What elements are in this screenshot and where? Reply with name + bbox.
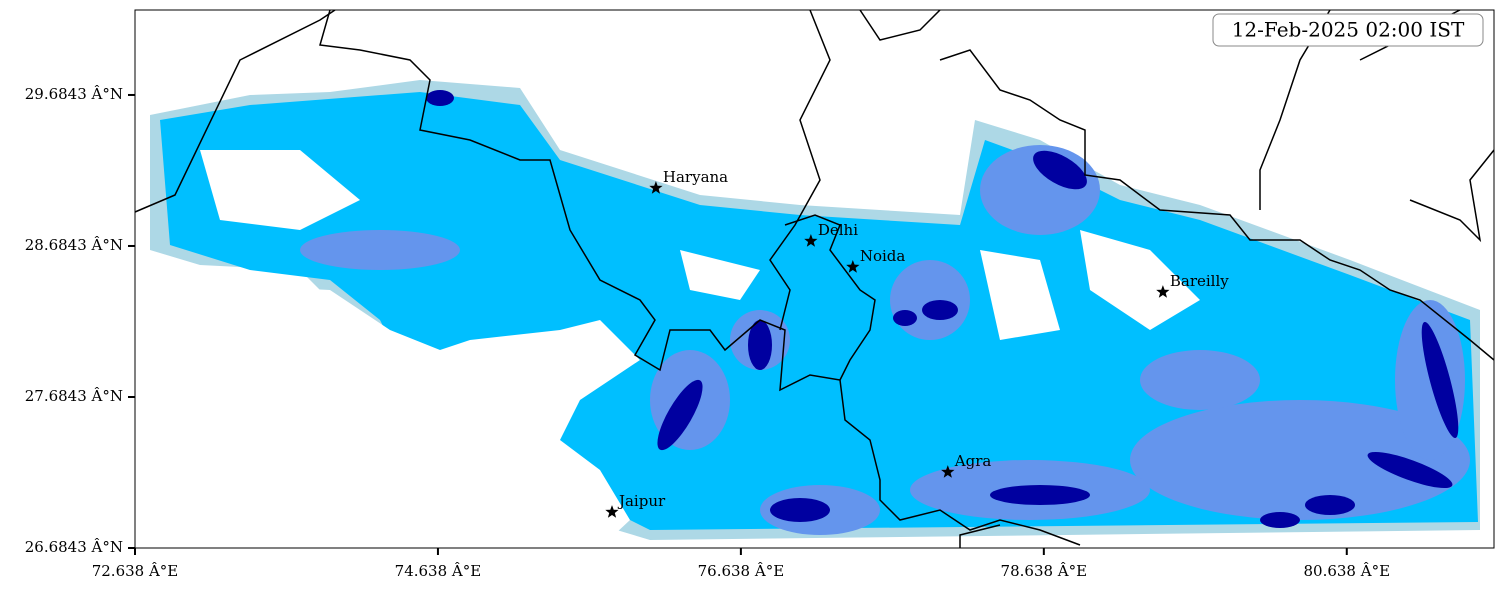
dark-blue-contour — [426, 90, 1459, 528]
x-tick-label: 78.638 Â°E — [1001, 562, 1088, 580]
city-label: Agra — [954, 452, 992, 470]
white-gap — [980, 250, 1060, 340]
city-marker — [649, 181, 663, 194]
y-tick-label: 26.6843 Â°N — [25, 538, 123, 556]
white-gap — [1080, 230, 1200, 330]
city-label: Jaipur — [617, 492, 666, 510]
city-label: Noida — [860, 247, 906, 265]
y-tick-label: 29.6843 Â°N — [25, 85, 123, 103]
city-label: Haryana — [663, 168, 728, 186]
axes: 72.638 Â°E 74.638 Â°E 76.638 Â°E 78.638 Â°E… — [25, 85, 1390, 580]
x-tick-label: 72.638 Â°E — [92, 562, 179, 580]
city-marker — [605, 505, 619, 518]
precipitation-field — [135, 10, 1494, 548]
city-label: Bareilly — [1170, 272, 1229, 290]
y-tick-label: 27.6843 Â°N — [25, 387, 123, 405]
city-marker — [846, 260, 860, 273]
city-marker — [941, 465, 955, 478]
sky-blue-contour — [160, 92, 1478, 530]
x-tick-label: 76.638 Â°E — [698, 562, 785, 580]
white-gap — [200, 150, 360, 230]
city-label: Delhi — [818, 221, 858, 239]
white-gap — [680, 250, 760, 300]
x-tick-label: 80.638 Â°E — [1303, 562, 1390, 580]
city-marker — [1156, 285, 1170, 298]
white-gap — [135, 280, 640, 548]
plot-frame — [134, 9, 1495, 549]
boundaries — [135, 10, 1494, 548]
x-tick-label: 74.638 Â°E — [395, 562, 482, 580]
city-marker — [804, 234, 818, 247]
y-tick-label: 28.6843 Â°N — [25, 236, 123, 254]
timestamp-box — [1212, 13, 1484, 47]
timestamp: 12-Feb-2025 02:00 IST — [1232, 18, 1465, 42]
